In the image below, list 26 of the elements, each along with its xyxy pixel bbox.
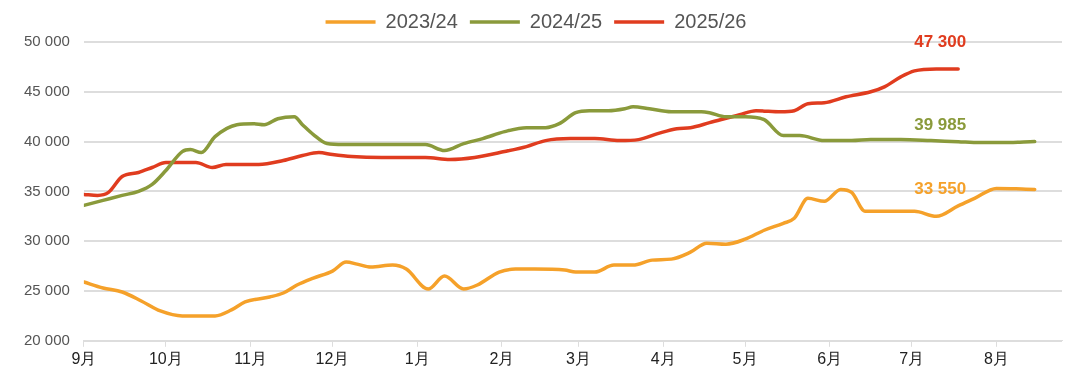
y-tick-label: 50 000 (23, 32, 70, 50)
x-tick-label: 6月 (817, 349, 843, 367)
x-tick-label: 9月 (71, 349, 97, 367)
x-tick-label: 2月 (489, 349, 515, 367)
x-tick-label: 8月 (983, 349, 1009, 367)
x-tick-label: 1月 (404, 349, 430, 367)
line-series (83, 104, 1037, 208)
x-tick-label: 3月 (565, 349, 591, 367)
x-tick-label: 4月 (650, 349, 676, 367)
y-tick-label: 45 000 (23, 81, 70, 99)
x-tick-label: 12月 (315, 349, 350, 367)
x-tick-label: 10月 (148, 349, 183, 367)
legend-label: 2024/25 (529, 9, 603, 32)
x-tick-label: 5月 (732, 349, 758, 367)
y-tick-label: 30 000 (23, 231, 70, 249)
y-tick-label: 20 000 (23, 330, 70, 348)
x-tick-label: 11月 (234, 349, 267, 367)
y-tick-label: 40 000 (23, 131, 70, 149)
y-tick-label: 35 000 (23, 181, 70, 199)
data-label: 47 300 (914, 32, 967, 52)
data-label: 39 985 (914, 114, 967, 134)
legend-label: 2023/24 (385, 9, 458, 32)
data-label: 33 550 (914, 179, 967, 199)
legend-label: 2025/26 (674, 9, 747, 32)
x-tick-label: 7月 (899, 349, 925, 367)
y-tick-label: 25 000 (23, 281, 70, 299)
